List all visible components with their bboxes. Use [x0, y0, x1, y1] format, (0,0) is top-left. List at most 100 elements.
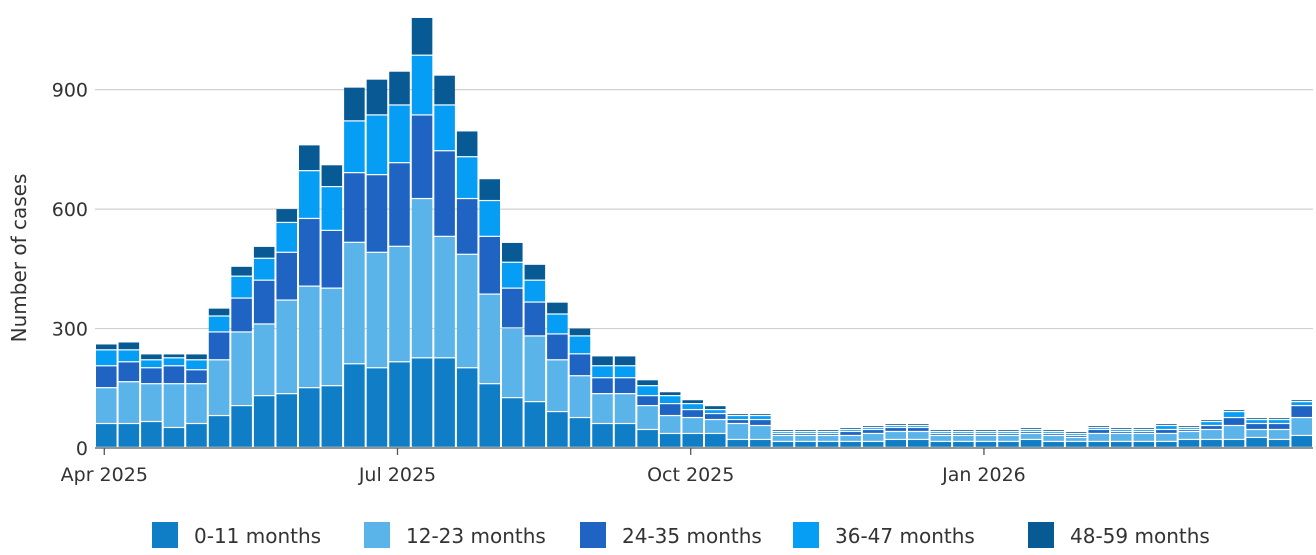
- bar-segment: [276, 252, 297, 300]
- bar-segment: [1201, 422, 1222, 425]
- bar-segment: [705, 434, 726, 447]
- bar-segment: [1088, 428, 1109, 429]
- legend-label: 0-11 months: [194, 524, 321, 548]
- bar-segment: [1178, 428, 1200, 429]
- bar-segment: [502, 328, 523, 398]
- bar-segment: [456, 199, 478, 254]
- bar-segment: [772, 430, 794, 431]
- bar-segment: [366, 252, 388, 368]
- bar-segment: [862, 442, 884, 447]
- legend-swatch: [364, 522, 390, 548]
- bar-segment: [276, 223, 297, 252]
- bar-segment: [840, 442, 861, 447]
- bar-segment: [772, 434, 794, 435]
- bar-segment: [569, 354, 591, 376]
- bar-segment: [456, 254, 478, 368]
- bar-segment: [118, 362, 140, 382]
- bar-segment: [299, 219, 320, 286]
- bar-segment: [208, 360, 230, 415]
- bar-segment: [1088, 430, 1109, 433]
- bar-segment: [434, 151, 455, 236]
- bar-segment: [389, 246, 410, 362]
- y-axis-title: Number of cases: [7, 174, 31, 343]
- bar-segment: [96, 350, 117, 366]
- bar-segment: [208, 316, 230, 332]
- bar-segment: [1201, 420, 1222, 421]
- bar-segment: [118, 382, 140, 423]
- bar-segment: [659, 416, 681, 433]
- bar-segment: [231, 298, 252, 332]
- bar-segment: [795, 436, 816, 441]
- bar-segment: [772, 432, 794, 433]
- bar-segment: [705, 410, 726, 413]
- bar-segment: [1291, 406, 1312, 417]
- bar-segment: [141, 384, 162, 421]
- bar-segment: [975, 430, 997, 431]
- bar-segment: [592, 356, 613, 366]
- bar-segment: [1223, 418, 1245, 425]
- bar-segment: [750, 420, 771, 425]
- bar-segment: [118, 350, 140, 362]
- bar-segment: [727, 420, 749, 423]
- legend-label: 48-59 months: [1070, 524, 1210, 548]
- bar-segment: [885, 432, 906, 439]
- bar-segment: [163, 366, 185, 384]
- bar-segment: [998, 436, 1019, 441]
- bar-segment: [592, 378, 613, 394]
- bar-segment: [682, 404, 703, 409]
- bar-segment: [885, 424, 906, 425]
- bar-segment: [502, 398, 523, 447]
- bar-segment: [705, 406, 726, 409]
- gridlines: [95, 89, 1313, 330]
- bar-segment: [862, 426, 884, 427]
- bar-segment: [1246, 420, 1267, 423]
- bar-segment: [817, 434, 839, 435]
- bar-segment: [795, 442, 816, 447]
- bar-segment: [141, 422, 162, 447]
- bar-segment: [1156, 424, 1177, 425]
- bar-segment: [637, 386, 658, 396]
- bar-segment: [1020, 434, 1042, 439]
- bar-segment: [953, 434, 974, 435]
- bar-segment: [411, 199, 433, 358]
- bar-segment: [231, 276, 252, 298]
- bar-segment: [389, 163, 410, 246]
- bar-segment: [975, 432, 997, 433]
- bar-segment: [727, 424, 749, 439]
- bar-segment: [1201, 426, 1222, 429]
- bar-segment: [1133, 442, 1155, 447]
- bar-segment: [637, 406, 658, 429]
- bar-segment: [524, 336, 546, 402]
- bar-segment: [524, 280, 546, 302]
- bar-segment: [998, 434, 1019, 435]
- bar-segment: [885, 440, 906, 447]
- bar-segment: [434, 75, 455, 105]
- legend: 0-11 months 12-23 months 24-35 months 36-47…: [152, 522, 1210, 548]
- bar-segment: [1043, 430, 1064, 431]
- bar-segment: [930, 436, 952, 441]
- bar-segment: [1178, 440, 1200, 447]
- bar-segment: [1246, 418, 1267, 419]
- bar-segment: [569, 328, 591, 336]
- bar-segment: [614, 394, 636, 423]
- bar-segment: [750, 414, 771, 415]
- bar-segment: [1020, 428, 1042, 429]
- bar-segment: [411, 358, 433, 447]
- bar-segment: [344, 121, 365, 173]
- bar-segment: [1291, 402, 1312, 405]
- bar-segment: [276, 300, 297, 394]
- bar-segment: [1020, 440, 1042, 447]
- bar-segment: [1156, 434, 1177, 441]
- bar-segment: [253, 396, 275, 447]
- bar-segment: [930, 432, 952, 433]
- bar-segment: [862, 434, 884, 441]
- x-tick-label: Jul 2025: [358, 464, 436, 486]
- bar-segment: [840, 432, 861, 435]
- bar-segment: [411, 115, 433, 198]
- bar-segment: [321, 288, 343, 386]
- bar-segment: [1268, 430, 1290, 439]
- legend-label: 12-23 months: [406, 524, 546, 548]
- bar-segment: [434, 105, 455, 151]
